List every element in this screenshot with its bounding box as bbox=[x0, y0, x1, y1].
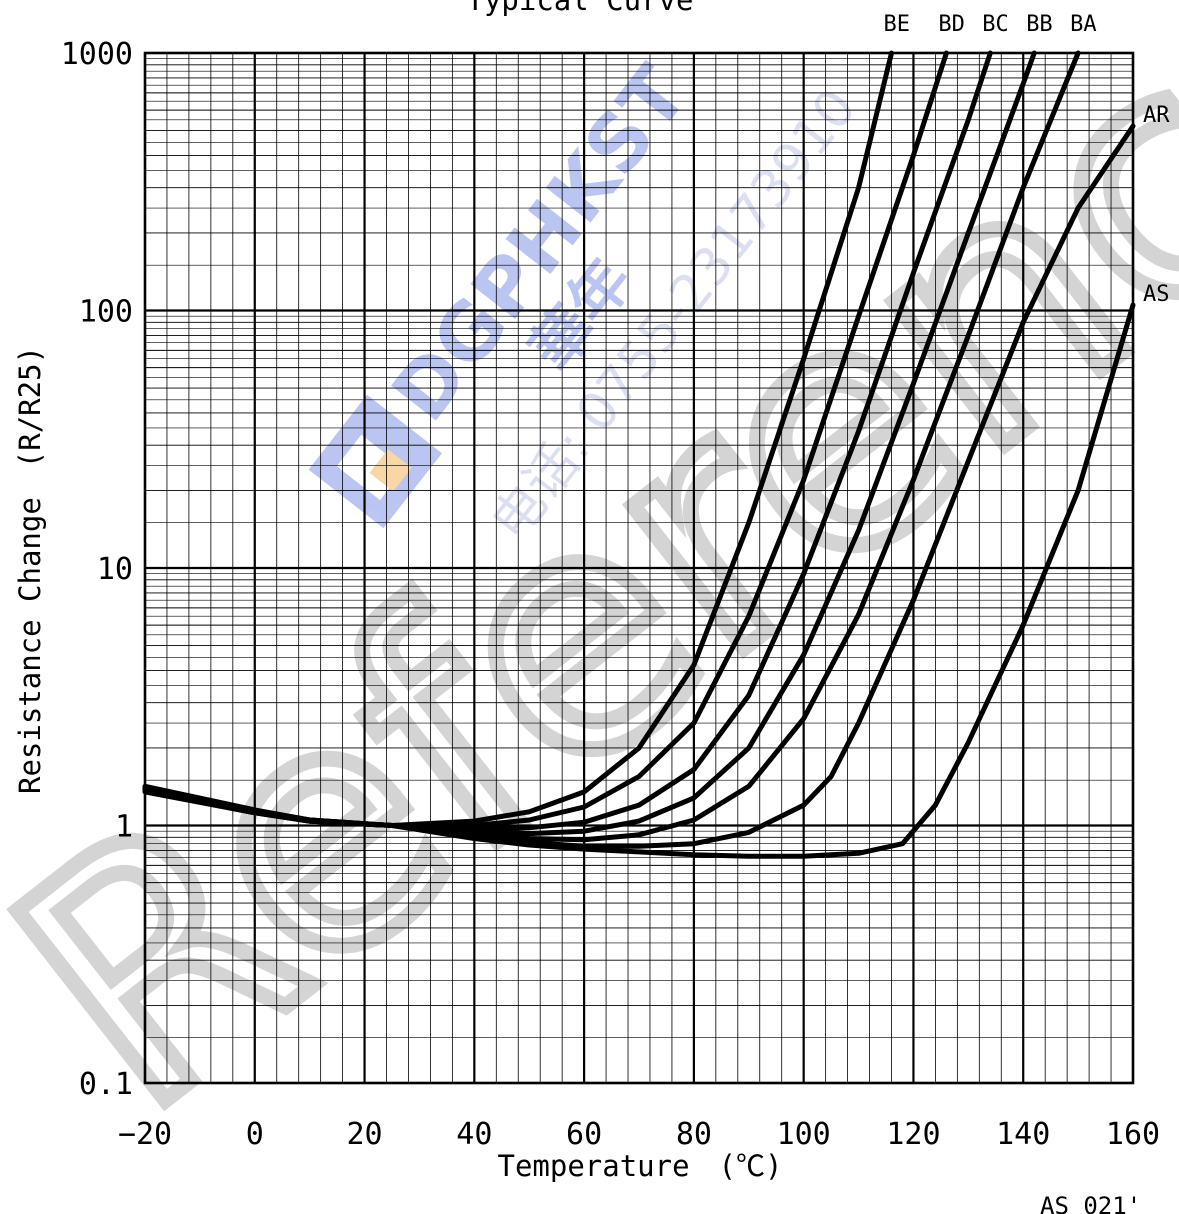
series-label-as: AS bbox=[1143, 282, 1170, 307]
x-tick-label: 20 bbox=[346, 1117, 382, 1152]
watermark: DGPHKST 華年 电话: 0755-23173910 Reference O… bbox=[0, 0, 1179, 1189]
series-label-bb: BB bbox=[1026, 12, 1053, 37]
y-tick-label: 10 bbox=[97, 552, 133, 587]
x-tick-label: 40 bbox=[456, 1117, 492, 1152]
figure-code: AS 021' bbox=[1040, 1192, 1141, 1214]
y-axis-label: Resistance Change (R/R25) bbox=[13, 346, 47, 794]
x-tick-label: −20 bbox=[118, 1117, 172, 1152]
x-tick-label: 140 bbox=[996, 1117, 1050, 1152]
x-tick-label: 80 bbox=[676, 1117, 712, 1152]
x-tick-label: 120 bbox=[886, 1117, 940, 1152]
series-line-as bbox=[142, 302, 1136, 859]
chart-title: Typical Curve bbox=[467, 0, 694, 17]
series-label-ar: AR bbox=[1143, 103, 1170, 128]
series-label-bc: BC bbox=[982, 12, 1009, 37]
x-axis-label: Temperature (℃) bbox=[498, 1149, 783, 1183]
y-tick-label: 100 bbox=[79, 295, 133, 330]
y-tick-label: 0.1 bbox=[79, 1067, 133, 1102]
y-tick-label: 1 bbox=[115, 810, 133, 845]
series-label-be: BE bbox=[883, 12, 910, 37]
tick-layer: −20 0 20 40 60 80 100 120 140 160 0.1 1 10 100 1000 bbox=[61, 37, 1160, 1152]
series-layer: BE BD BC BB BA AR AS bbox=[142, 12, 1170, 859]
x-tick-label: 60 bbox=[566, 1117, 602, 1152]
series-label-bd: BD bbox=[938, 12, 965, 37]
x-tick-label: 0 bbox=[246, 1117, 264, 1152]
y-tick-label: 1000 bbox=[61, 37, 133, 72]
plot-frame bbox=[143, 51, 1135, 1085]
x-tick-label: 100 bbox=[777, 1117, 831, 1152]
series-label-ba: BA bbox=[1070, 12, 1097, 37]
x-tick-label: 160 bbox=[1106, 1117, 1160, 1152]
